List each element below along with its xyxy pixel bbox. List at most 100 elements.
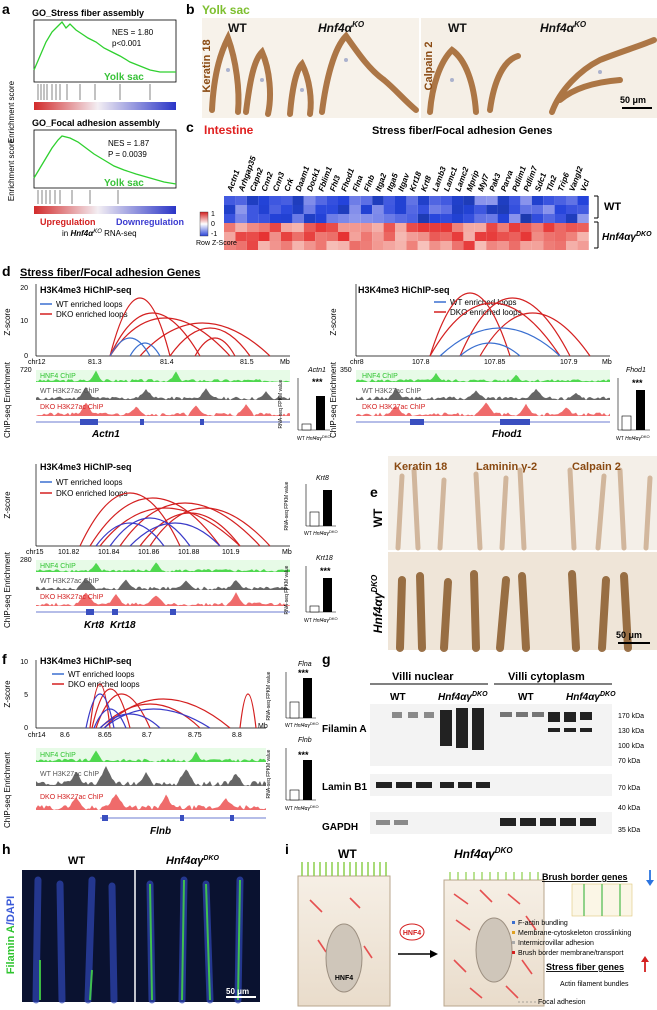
d2-ymax: 350 (340, 367, 352, 374)
c-heat-cell (554, 223, 566, 232)
c-heat-cell (360, 232, 373, 241)
c-heat-cell (326, 205, 338, 214)
f-bar2-x: WT Hnf4αγDKO (285, 804, 319, 812)
g-kda-35: 35 kDa (618, 827, 640, 834)
gsea2-hits (37, 190, 119, 204)
c-heat-cell (474, 205, 487, 214)
gsea2-rank-bar (34, 206, 176, 214)
c-heat-cell (395, 205, 407, 214)
c-heat-cell (577, 241, 589, 250)
c-heat-cell (269, 214, 281, 223)
c-heat-cell (520, 241, 532, 250)
e-stain-calpain2: Calpain 2 (572, 461, 621, 473)
d3-ymax: 280 (20, 557, 32, 564)
c-heat-cell (520, 205, 532, 214)
panel-i-model: WT Hnf4αγDKO HNF4 HNF4 (297, 846, 654, 1007)
d2-hichip-title: H3K4me3 HiChIP-seq (358, 285, 450, 295)
c-heatmap-cells (224, 196, 589, 250)
c-heat-cell (258, 205, 270, 214)
panel-e-intestine-ihc: Keratin 18 Laminin γ-2 Calpain 2 WT Hnf4… (370, 456, 657, 652)
c-heat-cell (281, 196, 293, 205)
g-dko1: Hnf4αγDKO (438, 691, 488, 703)
c-heat-cell (292, 241, 304, 250)
f-tick5: 8.8 (232, 732, 242, 739)
c-scale-tick-m1: -1 (211, 231, 217, 238)
i-item-1: F-actin bundling (518, 920, 568, 927)
c-heat-cell (281, 205, 293, 214)
c-heat-cell (326, 232, 338, 241)
c-heat-cell (463, 196, 475, 205)
f-hnf4: HNF4 ChIP (40, 752, 76, 759)
c-heat-cell (395, 223, 407, 232)
c-heat-cell (349, 223, 361, 232)
c-heat-cell (315, 223, 327, 232)
c-dko-label: Hnf4αγDKO (602, 231, 652, 243)
e-stain-keratin18: Keratin 18 (394, 461, 447, 473)
c-heat-cell (509, 205, 521, 214)
d2-wt-loops: WT enriched loops (450, 298, 517, 307)
c-heat-cell (520, 232, 532, 241)
c-heat-cell (543, 205, 555, 214)
d1-sig: *** (312, 377, 323, 387)
d2-barchart: Fhod1 *** WT Hnf4αγDKO (616, 367, 650, 442)
i-item-4: Brush border membrane/transport (518, 950, 623, 957)
c-heat-cell (429, 241, 441, 250)
d3-bar2-title: Krt18 (316, 555, 333, 562)
gsea1-p: p<0.001 (112, 39, 142, 48)
d2-gene: Fhod1 (492, 429, 522, 440)
b-ko-left: Hnf4αKO (318, 20, 365, 35)
c-tissue-title: Intestine (204, 123, 254, 137)
c-heat-cell (452, 241, 464, 250)
c-heat-cell (224, 232, 236, 241)
c-heat-cell (235, 241, 247, 250)
c-title: Stress fiber/Focal adhesion Genes (372, 125, 552, 137)
c-heat-cell (292, 214, 304, 223)
d3-tick2: 101.84 (98, 549, 120, 556)
c-heat-cell (566, 223, 578, 232)
panel-label-i: i (285, 841, 289, 857)
f-bar2-ylabel: RNA-seq FPKM value (266, 749, 272, 798)
d3-dko-loops: DKO enriched loops (56, 489, 128, 498)
f-bar2-title: Flnb (298, 737, 312, 744)
c-heat-cell (246, 232, 259, 241)
c-heat-cell (246, 214, 259, 223)
i-focal: Focal adhesion (538, 999, 586, 1006)
c-heat-cell (395, 232, 407, 241)
c-heat-cell (429, 196, 441, 205)
c-heat-cell (292, 196, 304, 205)
d1-zscore: Z-score (3, 308, 12, 336)
i-item-3: Intermicrovillar adhesion (518, 940, 594, 947)
c-heat-cell (486, 223, 498, 232)
c-heat-cell (474, 241, 487, 250)
b-wt-left: WT (228, 21, 247, 35)
c-heat-cell (440, 223, 452, 232)
d2-wt-h3: WT H3K27ac ChIP (362, 388, 421, 395)
i-stress-title: Stress fiber genes (546, 962, 624, 972)
d3-tick3: 101.86 (138, 549, 160, 556)
c-heat-cell (417, 223, 430, 232)
c-heat-cell (577, 214, 589, 223)
c-heat-cell (372, 214, 384, 223)
c-heat-cell (463, 214, 475, 223)
d1-wt-loops: WT enriched loops (56, 300, 123, 309)
c-heat-cell (509, 241, 521, 250)
c-heat-cell (554, 241, 566, 250)
c-heat-cell (372, 205, 384, 214)
c-heat-cell (406, 223, 418, 232)
c-heat-cell (360, 241, 373, 250)
d3-gene2: Krt18 (110, 620, 136, 631)
d1-mb: Mb (280, 359, 290, 366)
c-heat-cell (406, 214, 418, 223)
i-hnf4-loss: HNF4 (403, 930, 421, 937)
gsea-up-label: Upregulation (40, 217, 96, 227)
d3-bar2-x: WT Hnf4αγDKO (304, 616, 338, 624)
c-heat-cell (440, 214, 452, 223)
c-heat-cell (326, 223, 338, 232)
f-tick2: 8.65 (98, 732, 112, 739)
c-heat-cell (417, 241, 430, 250)
c-scale-tick-0: 0 (211, 221, 215, 228)
c-heat-cell (440, 205, 452, 214)
f-bar1-x: WT Hnf4αγDKO (285, 721, 319, 729)
f-bar1-ylabel: RNA-seq FPKM value (266, 671, 272, 720)
d2-bar-x: WT Hnf4αγDKO (616, 434, 650, 442)
